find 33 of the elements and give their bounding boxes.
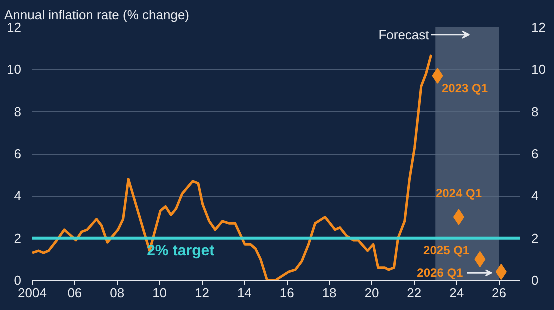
x-tick-label: 06 <box>68 286 82 300</box>
y2-tick-label: 6 <box>532 146 539 162</box>
y-tick-label: 6 <box>14 146 22 162</box>
chart-title: Annual inflation rate (% change) <box>4 8 190 22</box>
y-tick-label: 2 <box>14 230 22 246</box>
x-tick-label: 14 <box>237 286 252 300</box>
x-tick-label: 08 <box>110 286 125 300</box>
ref-line-label: 2% target <box>147 242 215 260</box>
x-tick-label: 22 <box>407 286 422 300</box>
x-tick-label: 16 <box>280 286 294 300</box>
y-tick-label: 4 <box>14 188 22 204</box>
annotation: 2024 Q1 <box>436 186 482 200</box>
x-tick-label: 18 <box>322 286 337 300</box>
y-tick-label: 12 <box>7 20 22 35</box>
y2-tick-label: 4 <box>532 188 539 204</box>
annotation: 2023 Q1 <box>442 82 488 96</box>
y2-tick-label: 12 <box>532 20 546 35</box>
x-tick-label: 2004 <box>18 286 47 300</box>
y2-tick-label: 10 <box>532 62 546 78</box>
x-tick-label: 12 <box>195 286 210 300</box>
y2-tick-label: 8 <box>532 104 539 120</box>
x-tick-label: 20 <box>364 286 380 300</box>
x-tick-label: 24 <box>450 286 464 300</box>
y-tick-label: 8 <box>14 104 22 120</box>
annotation: 2026 Q1 <box>417 266 464 280</box>
x-tick-label: 26 <box>492 286 507 300</box>
y-tick-label: 10 <box>7 62 22 78</box>
y-tick-label: 0 <box>14 273 22 288</box>
y2-tick-label: 2 <box>532 230 539 246</box>
annotation: 2025 Q1 <box>424 243 470 258</box>
y2-tick-label: 0 <box>532 273 539 288</box>
band-label: Forecast <box>378 27 430 42</box>
x-tick-label: 10 <box>152 286 168 300</box>
